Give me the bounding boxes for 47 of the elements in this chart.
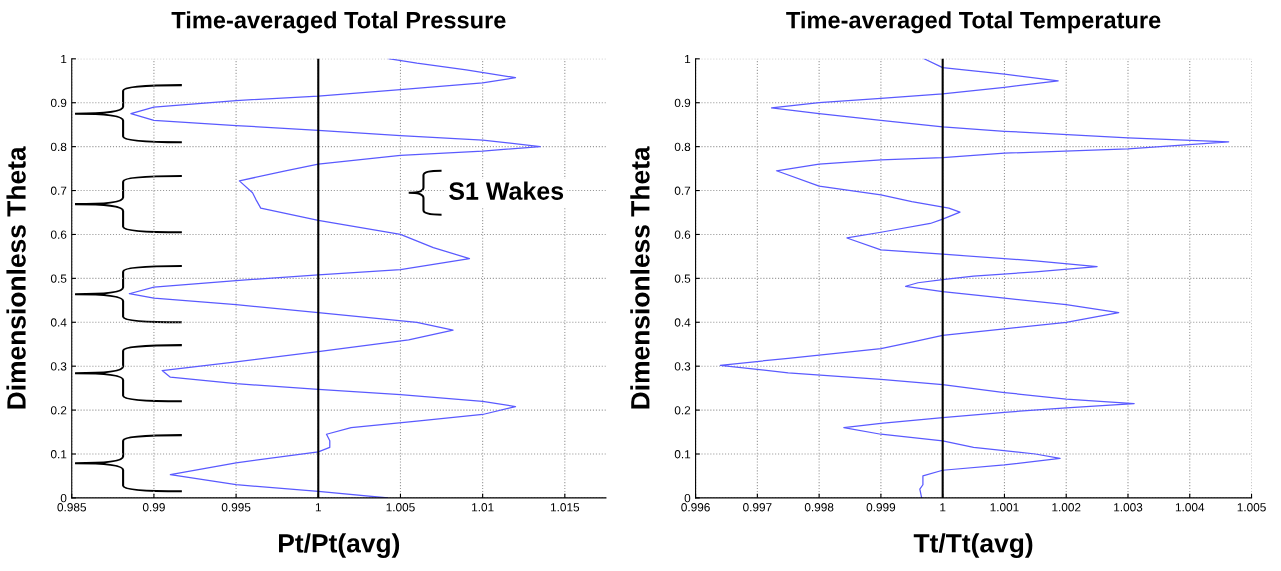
x-tick-label: 0.995 [221,503,251,512]
y-tick-label: 0.2 [50,406,67,415]
x-tick-label: 1.005 [386,503,415,512]
x-tick-label: 0.997 [743,503,772,512]
y-tick-label: 0.1 [674,450,691,459]
y-tick-label: 0.5 [674,274,691,283]
y-tick-label: 0.3 [674,362,691,371]
y-tick-label: 0.6 [50,230,67,239]
x-tick-label: 1.005 [1237,503,1266,512]
y-tick-label: 0.7 [50,186,67,195]
x-axis-title: Pt/Pt(avg) [279,533,400,558]
y-tick-label: 0.4 [50,318,67,327]
x-tick-label: 1 [940,503,946,512]
y-tick-label: 0.9 [674,98,691,108]
y-tick-label: 0.8 [50,142,67,152]
x-axis-title: Tt/Tt(avg) [913,533,1033,558]
y-tick-label: 0.2 [674,406,691,415]
annotation: S1 Wakes [449,181,564,200]
x-tick-label: 1.004 [1175,503,1205,512]
y-tick-label: 0.6 [674,230,691,239]
x-tick-label: 1.001 [990,503,1019,512]
y-tick-label: 0.1 [50,450,67,459]
x-tick-label: 1 [315,503,321,512]
x-tick-label: 0.996 [681,503,710,512]
x-tick-label: 0.998 [804,503,834,512]
line-series [719,58,1230,498]
y-tick-label: 0 [60,493,67,503]
y-tick-label: 0.4 [674,318,691,327]
y-tick-label: 1 [685,54,691,64]
y-tick-label: 0.3 [50,362,67,371]
x-tick-label: 1.002 [1052,503,1081,512]
y-tick-label: 0.9 [50,98,67,108]
y-tick-label: 0.7 [674,186,691,195]
chart-title: Time-averaged Total Pressure [171,11,506,34]
y-tick-label: 0 [684,493,691,503]
y-axis-title: Dimensionless Theta [6,146,26,409]
x-tick-label: 0.99 [142,503,165,512]
y-tick-label: 1 [61,54,67,64]
x-tick-label: 1.015 [550,503,580,512]
y-axis-title: Dimensionless Theta [630,146,650,409]
x-tick-label: 1.003 [1114,503,1143,512]
chart-title: Time-averaged Total Temperature [786,11,1161,34]
x-tick-label: 0.985 [57,503,87,512]
x-tick-label: 1.01 [472,503,494,512]
y-tick-label: 0.5 [50,274,67,283]
y-tick-label: 0.8 [674,142,691,152]
x-tick-label: 0.999 [866,503,896,512]
